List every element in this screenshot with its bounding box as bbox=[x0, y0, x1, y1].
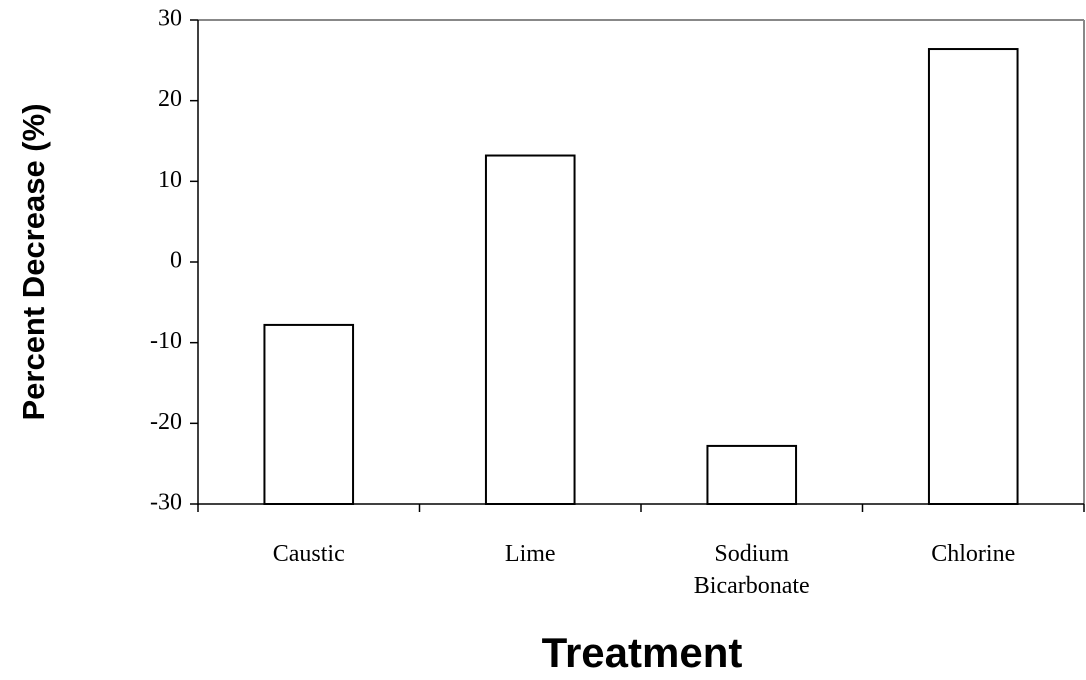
x-tick-label: Lime bbox=[504, 541, 556, 567]
y-tick-label: 20 bbox=[158, 86, 182, 112]
x-tick-label: Sodium Bicarbonate bbox=[693, 541, 810, 599]
bar bbox=[263, 323, 355, 506]
y-tick-label: 10 bbox=[158, 167, 182, 193]
y-axis-title: Percent Decrease (%) bbox=[16, 103, 51, 420]
y-tick-label: 0 bbox=[170, 248, 182, 274]
y-tick-label: -10 bbox=[150, 328, 182, 354]
y-tick-label: 30 bbox=[158, 6, 182, 32]
bar bbox=[927, 48, 1019, 505]
bar bbox=[484, 154, 576, 506]
x-axis-title: Treatment bbox=[542, 629, 743, 676]
y-tick-label: -20 bbox=[150, 409, 182, 435]
bar bbox=[706, 444, 798, 506]
y-tick-label: -30 bbox=[150, 490, 182, 516]
x-tick-label: Chlorine bbox=[931, 541, 1016, 567]
x-tick-label: Caustic bbox=[272, 541, 345, 567]
